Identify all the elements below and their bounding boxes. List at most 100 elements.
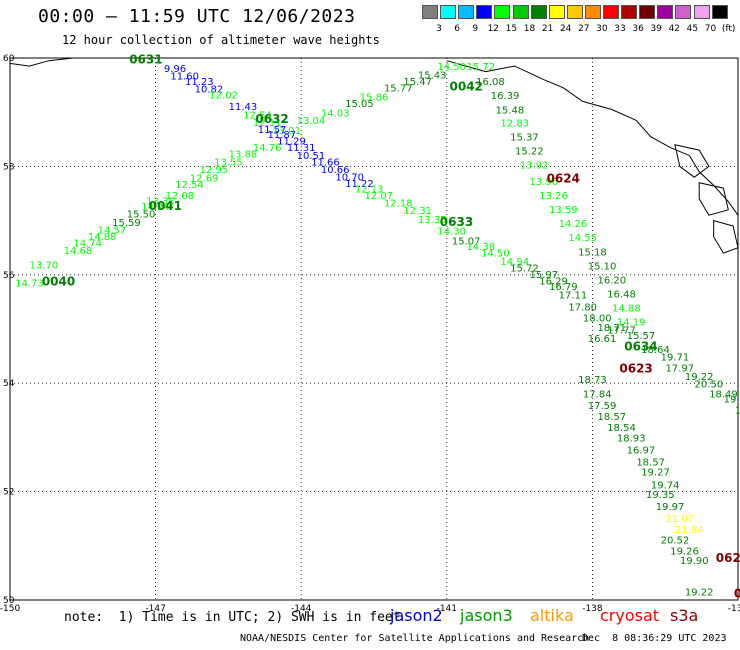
lon-label: -138 — [582, 604, 603, 614]
wave-height-value: 19.22 — [685, 372, 714, 383]
scale-label: 39 — [650, 24, 662, 34]
scale-swatch — [512, 5, 529, 19]
scale-swatch — [458, 5, 475, 19]
scale-label: 24 — [559, 24, 572, 34]
wave-height-value: 11.23 — [185, 77, 214, 88]
wave-height-value: 13.92 — [520, 161, 549, 172]
wave-height-value: 18.00 — [583, 313, 612, 324]
wave-height-value: 9.96 — [164, 64, 186, 75]
wave-height-value: 18.71 — [597, 323, 626, 334]
wave-height-value: 14.94 — [500, 257, 529, 268]
wave-height-value: 12.54 — [175, 180, 204, 191]
lon-label: -141 — [437, 604, 457, 614]
lon-label: -135 — [728, 604, 740, 614]
scale-label: 33 — [614, 24, 626, 34]
scale-swatch — [711, 5, 728, 19]
wave-height-value: 15.37 — [510, 132, 539, 143]
wave-height-value: 12.02 — [209, 91, 238, 102]
wave-height-value: 17.11 — [559, 291, 588, 302]
wave-height-value: 19.97 — [656, 502, 685, 513]
wave-height-value: 15.59 — [112, 218, 141, 229]
page-title: 00:00 – 11:59 UTC 12/06/2023 — [38, 6, 356, 27]
wave-height-value: 11.22 — [345, 179, 374, 190]
wave-height-value: 15.43 — [418, 71, 447, 82]
wave-height-value: 14.73 — [15, 279, 44, 290]
wave-height-value: 19.22 — [685, 588, 714, 599]
scale-swatch — [476, 5, 493, 19]
wave-height-value: 14.57 — [98, 226, 127, 237]
wave-height-value: 14.76 — [253, 143, 282, 154]
wave-height-value: 13.88 — [229, 150, 258, 161]
wave-height-value: 13.55 — [214, 157, 243, 168]
wave-height-value: 15.22 — [515, 146, 544, 157]
wave-height-value: 10.66 — [321, 165, 350, 176]
wave-height-value: 12.08 — [166, 191, 195, 202]
island-outline — [698, 182, 729, 216]
wave-height-value: 14.88 — [612, 304, 641, 315]
wave-height-value: 14.24 — [141, 202, 170, 213]
wave-height-value: 10.51 — [297, 151, 326, 162]
wave-height-value: 13.26 — [539, 191, 568, 202]
wave-height-value: 12.54 — [243, 111, 272, 122]
wave-height-value: 14.03 — [321, 109, 350, 120]
lat-label: 52 — [3, 488, 14, 498]
scale-swatch — [693, 5, 710, 19]
scale-label: 18 — [523, 24, 536, 34]
pass-id-label: 0042 — [450, 80, 483, 94]
wave-height-value: 12.13 — [355, 184, 384, 195]
wave-height-value: 13.35 — [146, 196, 175, 207]
wave-height-value: 18.73 — [578, 375, 607, 386]
wave-height-value: 10.82 — [195, 85, 224, 96]
scale-label: 27 — [578, 24, 590, 34]
wave-height-value: 11.31 — [287, 143, 316, 154]
satellite-altika: altika — [530, 606, 574, 625]
wave-height-value: 20.52 — [661, 536, 690, 547]
wave-height-value: 19.54 — [724, 395, 740, 406]
wave-height-value: 19.74 — [651, 480, 680, 491]
scale-swatch — [494, 5, 511, 19]
scale-label: 3 — [436, 24, 442, 34]
wave-height-value: 18.64 — [641, 345, 670, 356]
map-frame — [9, 57, 739, 601]
scale-label: 9 — [472, 24, 479, 34]
pass-id-label: 0633 — [440, 215, 473, 229]
wave-height-value: 10.70 — [335, 172, 364, 183]
wave-height-value: 16.48 — [607, 290, 636, 301]
wave-height-value: 15.50 — [127, 209, 156, 220]
wave-height-value: 11.43 — [229, 102, 258, 113]
wave-height-value: 19.27 — [641, 467, 670, 478]
scale-swatch — [675, 5, 692, 19]
wave-height-value: 11.57 — [258, 125, 287, 136]
wave-height-value: 11.60 — [170, 72, 199, 83]
wave-height-value: 16.79 — [549, 282, 578, 293]
wave-height-value: 14.55 — [568, 233, 597, 244]
scale-label: (ft) — [721, 24, 736, 34]
wave-height-value: 17.97 — [665, 363, 694, 374]
wave-height-value: 18.57 — [636, 458, 665, 469]
satellite-cryosat: cryosat — [600, 606, 660, 625]
wave-height-value: 19.90 — [680, 556, 709, 567]
scale-label: 70 — [704, 24, 717, 34]
scale-swatch — [440, 5, 457, 19]
wave-height-value: 17.80 — [568, 303, 597, 314]
pass-id-label: 0623 — [619, 361, 652, 375]
wave-height-value: 19.71 — [661, 352, 690, 363]
scale-swatch — [657, 5, 674, 19]
wave-height-value: 13.01 — [272, 126, 301, 137]
pass-id-label: 0631 — [129, 52, 162, 66]
scale-swatch — [584, 5, 601, 19]
wave-height-value: 13.96 — [530, 177, 559, 188]
wave-height-value: 15.05 — [345, 99, 374, 110]
wave-height-value: 18.57 — [597, 412, 626, 423]
lon-label: -144 — [291, 604, 312, 614]
wave-height-value: 14.50 — [481, 248, 510, 259]
wave-height-value: 15.97 — [530, 270, 559, 281]
wave-height-value: 14.68 — [64, 246, 93, 257]
scale-label: 30 — [596, 24, 608, 34]
wave-height-value: 12.69 — [190, 174, 219, 185]
lon-label: -147 — [145, 604, 165, 614]
wave-height-value: 19.35 — [646, 490, 675, 501]
wave-height-value: 14.50 — [437, 62, 466, 73]
satellite-s3a: s3a — [670, 606, 699, 625]
wave-height-value: 16.97 — [627, 446, 656, 457]
